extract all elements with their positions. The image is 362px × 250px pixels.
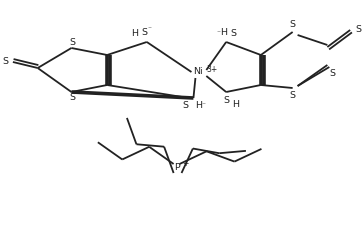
Text: S: S xyxy=(230,29,236,38)
Text: ⁻: ⁻ xyxy=(148,24,152,34)
Text: P: P xyxy=(174,164,180,172)
Text: ⁻: ⁻ xyxy=(201,100,205,109)
Text: H: H xyxy=(220,28,227,37)
Text: S: S xyxy=(70,93,75,102)
Text: ⁻: ⁻ xyxy=(216,28,220,37)
Text: Ni: Ni xyxy=(193,68,203,76)
Text: S: S xyxy=(182,101,189,110)
Text: S: S xyxy=(355,26,361,35)
Text: S: S xyxy=(290,20,296,29)
Text: H: H xyxy=(131,29,138,38)
Text: 3+: 3+ xyxy=(206,66,218,74)
Text: S: S xyxy=(290,91,296,100)
Text: S: S xyxy=(329,69,335,78)
Text: S: S xyxy=(70,38,75,47)
Text: H: H xyxy=(232,100,239,109)
Text: S: S xyxy=(142,28,148,37)
Text: +: + xyxy=(182,160,189,168)
Text: S: S xyxy=(223,96,229,105)
Text: H: H xyxy=(195,101,202,110)
Text: S: S xyxy=(2,58,8,66)
